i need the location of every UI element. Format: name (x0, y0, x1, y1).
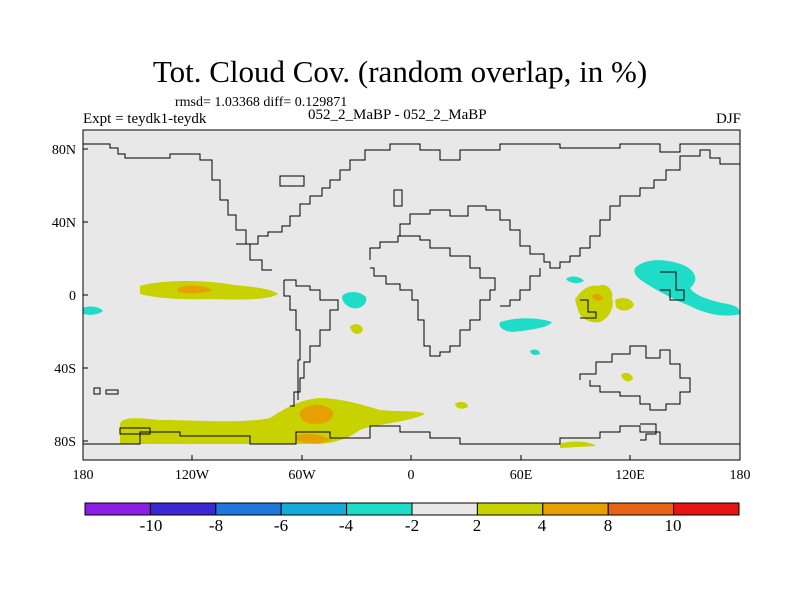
axis-ticks (82, 148, 741, 460)
colorbar-box (476, 502, 544, 516)
x-tick-60e: 60E (510, 468, 533, 483)
x-tick-180w: 180 (73, 468, 94, 483)
colorbar-label: 8 (604, 516, 613, 535)
season-label: DJF (715, 111, 741, 127)
experiment-label: Expt = teydk1-teydk (83, 111, 207, 127)
shade-southern-ocean (120, 398, 425, 444)
y-tick-40n: 40N (52, 216, 76, 231)
shade-maritime-peak (592, 293, 603, 301)
x-tick-120e: 120E (615, 468, 645, 483)
plot-title: Tot. Cloud Cov. (random overlap, in %) (152, 54, 648, 89)
colorbar-box (84, 502, 151, 516)
y-tick-40s: 40S (54, 362, 76, 377)
colorbar-box (607, 502, 675, 516)
colorbar-label: -10 (140, 516, 163, 535)
anomaly-shading (83, 260, 740, 448)
shade-indian-neg (499, 318, 552, 332)
shade-east-pacific-neg (83, 306, 103, 315)
colorbar-box (411, 502, 478, 516)
shade-southern-ocean-peak-2 (296, 433, 330, 443)
shade-indian-ocean (575, 284, 613, 323)
y-tick-80s: 80S (54, 435, 76, 450)
colorbar-label: 10 (665, 516, 682, 535)
colorbar-box (280, 502, 348, 516)
x-tick-60w: 60W (288, 468, 316, 483)
colorbar-label: -8 (209, 516, 223, 535)
colorbar-labels: -10 -8 -6 -4 -2 2 4 8 10 (140, 516, 682, 535)
shade-indian-neg-small (566, 276, 584, 284)
shade-south-atlantic-neg (342, 291, 367, 309)
x-tick-0: 0 (408, 468, 415, 483)
rmsd-diff-stats: rmsd= 1.03368 diff= 0.129871 (175, 95, 348, 110)
shade-weddell (455, 401, 468, 409)
colorbar-label: 4 (538, 516, 547, 535)
colorbar-label: -6 (274, 516, 288, 535)
shade-australia (621, 372, 633, 382)
coastlines (83, 143, 740, 445)
colorbar-label: -2 (405, 516, 419, 535)
colorbar-box (215, 502, 282, 516)
run-ids-label: 052_2_MaBP - 052_2_MaBP (308, 107, 487, 123)
colorbar-box (673, 502, 740, 516)
shade-pacific-band-peak (178, 285, 212, 294)
x-tick-180e: 180 (730, 468, 751, 483)
shade-pacific-neg (634, 260, 740, 316)
colorbar-box (346, 502, 413, 516)
colorbar-box (149, 502, 217, 516)
colorbar-box (542, 502, 609, 516)
y-tick-80n: 80N (52, 143, 76, 158)
colorbar-label: -4 (339, 516, 354, 535)
colorbar-label: 2 (473, 516, 482, 535)
shade-south-indian-neg (530, 349, 540, 355)
y-tick-0: 0 (69, 289, 76, 304)
shade-southern-ocean-peak (299, 404, 334, 424)
colorbar (84, 502, 740, 516)
shade-maritime-east (615, 297, 634, 311)
x-tick-120w: 120W (175, 468, 210, 483)
shade-atlantic-south (350, 324, 363, 334)
shade-ross-sea (560, 441, 596, 448)
